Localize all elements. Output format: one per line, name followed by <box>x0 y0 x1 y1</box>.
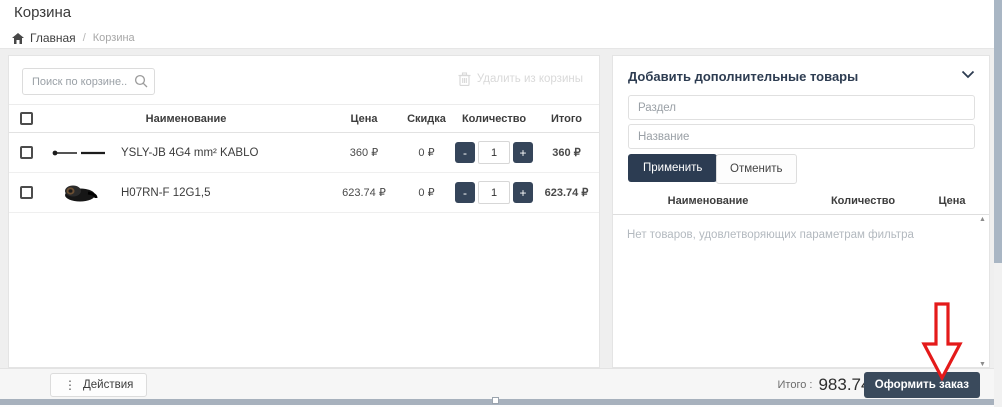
quantity-stepper: - + <box>454 181 534 204</box>
breadcrumb-home-link[interactable]: Главная <box>12 31 76 45</box>
horizontal-scrollbar[interactable] <box>0 397 994 407</box>
bottom-action-bar: ⋮ Действия Итого : 983.74 ₽ Оформить зак… <box>0 368 994 399</box>
product-price: 623.74 ₽ <box>342 187 386 199</box>
chevron-down-icon[interactable] <box>961 70 975 79</box>
search-icon <box>134 74 148 88</box>
cart-table-header: Наименование Цена Скидка Количество Итог… <box>9 104 599 133</box>
quantity-stepper: - + <box>454 141 534 164</box>
empty-list-message: Нет товаров, удовлетворяющих параметрам … <box>627 229 914 241</box>
cancel-filter-button[interactable]: Отменить <box>716 154 797 184</box>
home-icon <box>12 32 24 44</box>
add-products-panel: Добавить дополнительные товары Применить… <box>612 55 990 368</box>
total-label: Итого : <box>777 378 813 391</box>
breadcrumb: Главная / Корзина <box>0 28 994 49</box>
col-quantity: Количество <box>830 194 896 207</box>
quantity-input[interactable] <box>478 141 510 164</box>
product-discount: 0 ₽ <box>418 147 435 159</box>
quantity-increase-button[interactable]: + <box>513 142 533 163</box>
product-image-cable-thin <box>49 143 111 163</box>
product-image-cable-coil <box>49 183 111 203</box>
breadcrumb-home-label: Главная <box>30 31 76 45</box>
delete-from-cart-label: Удалить из корзины <box>476 73 583 85</box>
col-name: Наименование <box>667 194 749 207</box>
section-filter-input[interactable] <box>628 95 975 120</box>
col-name: Наименование <box>145 112 227 125</box>
list-scrollbar[interactable]: ▲ ▼ <box>978 216 988 368</box>
product-name: YSLY-JB 4G4 mm² KABLO <box>121 146 259 159</box>
cart-panel: Удалить из корзины Наименование Цена Ски… <box>8 55 600 368</box>
cart-search <box>22 68 155 95</box>
apply-filter-button[interactable]: Применить <box>628 154 718 182</box>
scroll-down-icon[interactable]: ▼ <box>979 361 986 368</box>
vertical-scrollbar[interactable] <box>994 0 1002 407</box>
breadcrumb-current: Корзина <box>92 32 135 44</box>
delete-from-cart-button[interactable]: Удалить из корзины <box>458 72 583 86</box>
actions-button[interactable]: ⋮ Действия <box>50 373 148 397</box>
quantity-input[interactable] <box>478 181 510 204</box>
cart-search-input[interactable] <box>22 68 155 95</box>
quantity-decrease-button[interactable]: - <box>455 182 475 203</box>
cart-table-row: YSLY-JB 4G4 mm² KABLO 360 ₽ 0 ₽ - + 360 … <box>9 133 599 173</box>
scrollbar-artifact <box>492 397 499 404</box>
col-discount: Скидка <box>407 112 446 125</box>
product-name: H07RN-F 12G1,5 <box>121 186 211 199</box>
cart-table-row: H07RN-F 12G1,5 623.74 ₽ 0 ₽ - + 623.74 ₽ <box>9 173 599 213</box>
col-quantity: Количество <box>461 112 527 125</box>
actions-button-label: Действия <box>83 379 134 391</box>
col-total: Итого <box>550 112 583 125</box>
name-filter-input[interactable] <box>628 124 975 149</box>
quantity-decrease-button[interactable]: - <box>455 142 475 163</box>
page-title: Корзина <box>14 4 72 21</box>
checkout-button[interactable]: Оформить заказ <box>863 372 980 398</box>
add-products-title: Добавить дополнительные товары <box>628 69 859 84</box>
vertical-scrollbar-thumb[interactable] <box>994 0 1002 263</box>
add-products-table-header: Наименование Количество Цена <box>613 187 989 215</box>
vertical-dots-icon: ⋮ <box>64 378 76 392</box>
trash-icon <box>458 72 471 86</box>
row-checkbox[interactable] <box>19 186 33 199</box>
quantity-increase-button[interactable]: + <box>513 182 533 203</box>
scroll-up-icon[interactable]: ▲ <box>979 216 986 223</box>
product-total: 360 ₽ <box>552 147 581 159</box>
product-price: 360 ₽ <box>349 147 379 159</box>
row-checkbox[interactable] <box>19 146 33 159</box>
product-discount: 0 ₽ <box>418 187 435 199</box>
breadcrumb-separator: / <box>82 32 86 44</box>
top-header: Корзина <box>0 0 994 28</box>
product-total: 623.74 ₽ <box>544 187 589 199</box>
col-price: Цена <box>938 194 966 207</box>
col-price: Цена <box>350 112 378 125</box>
add-products-list: Нет товаров, удовлетворяющих параметрам … <box>613 215 989 367</box>
select-all-checkbox[interactable] <box>19 112 33 125</box>
